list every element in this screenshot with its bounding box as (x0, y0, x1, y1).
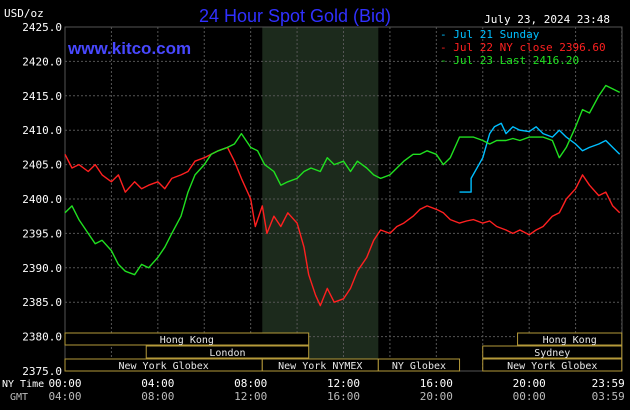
session-label: New York Globex (507, 361, 597, 372)
session-box (482, 345, 623, 359)
ny-tick-label: 12:00 (327, 377, 360, 390)
session-bar: New York NYMEX (261, 358, 379, 372)
session-bar: Hong Kong (64, 332, 310, 346)
nymex-shade-band (262, 27, 379, 371)
y-axis-unit: USD/oz (4, 7, 44, 20)
gmt-tick-label: 00:00 (513, 390, 546, 403)
y-tick-label: 2375.0 (22, 365, 62, 378)
y-tick-label: 2385.0 (22, 296, 62, 309)
y-tick-label: 2390.0 (22, 262, 62, 275)
session-box (517, 332, 623, 346)
chart-legend: - Jul 21 Sunday- Jul 22 NY close 2396.60… (440, 28, 606, 67)
website-watermark[interactable]: www.kitco.com (67, 39, 191, 58)
session-bar: Hong Kong (517, 332, 623, 346)
session-label: London (209, 348, 245, 359)
y-axis-ticks: 2425.0 2420.0 2415.0 2410.0 2405.0 2400.0 2395… (22, 21, 62, 378)
ny-time-label: NY Time (2, 379, 44, 390)
series-line-2 (64, 84, 621, 276)
legend-entry: - Jul 21 Sunday (440, 28, 540, 41)
session-label: NY Globex (392, 361, 446, 372)
session-label: Hong Kong (160, 335, 214, 346)
y-tick-label: 2400.0 (22, 193, 62, 206)
gmt-tick-label: 08:00 (141, 390, 174, 403)
session-box (145, 345, 310, 359)
y-tick-label: 2410.0 (22, 124, 62, 137)
gmt-tick-label: 03:59 (592, 390, 625, 403)
ny-tick-label: 20:00 (513, 377, 546, 390)
timestamp: July 23, 2024 23:48 (484, 13, 610, 26)
ny-tick-label: 04:00 (141, 377, 174, 390)
y-tick-label: 2395.0 (22, 227, 62, 240)
session-label: Sydney (534, 348, 570, 359)
ny-tick-label: 08:00 (234, 377, 267, 390)
gmt-tick-label: 16:00 (327, 390, 360, 403)
y-tick-label: 2405.0 (22, 159, 62, 172)
ny-tick-label: 23:59 (592, 377, 625, 390)
session-label: New York Globex (118, 361, 208, 372)
y-tick-label: 2380.0 (22, 331, 62, 344)
session-label: Hong Kong (543, 335, 597, 346)
legend-entry: - Jul 23 Last 2416.20 (440, 54, 579, 67)
gmt-tick-label: 12:00 (234, 390, 267, 403)
chart-title: 24 Hour Spot Gold (Bid) (199, 6, 391, 26)
price-series-layer (64, 84, 621, 307)
series-line-0 (459, 122, 621, 193)
y-tick-label: 2425.0 (22, 21, 62, 34)
series-line-1 (64, 146, 621, 307)
y-tick-label: 2420.0 (22, 55, 62, 68)
session-box (482, 358, 623, 372)
ny-tick-label: 16:00 (420, 377, 453, 390)
session-bar: New York Globex (482, 358, 623, 372)
session-bar: NY Globex (377, 358, 461, 372)
y-tick-label: 2415.0 (22, 90, 62, 103)
session-box (64, 332, 310, 346)
session-label: New York NYMEX (278, 361, 362, 372)
session-bar: London (145, 345, 310, 359)
nymex-session-shade (262, 27, 379, 371)
session-bar: Sydney (482, 345, 623, 359)
ny-tick-label: 00:00 (48, 377, 81, 390)
gmt-label: GMT (10, 392, 28, 403)
gmt-tick-label: 20:00 (420, 390, 453, 403)
gmt-tick-label: 04:00 (48, 390, 81, 403)
session-box (377, 358, 461, 372)
legend-entry: - Jul 22 NY close 2396.60 (440, 41, 606, 54)
x-axis-ticks: 00:0004:0004:0008:0008:0012:0012:0016:00… (48, 377, 624, 403)
session-bar: New York Globex (64, 358, 263, 372)
